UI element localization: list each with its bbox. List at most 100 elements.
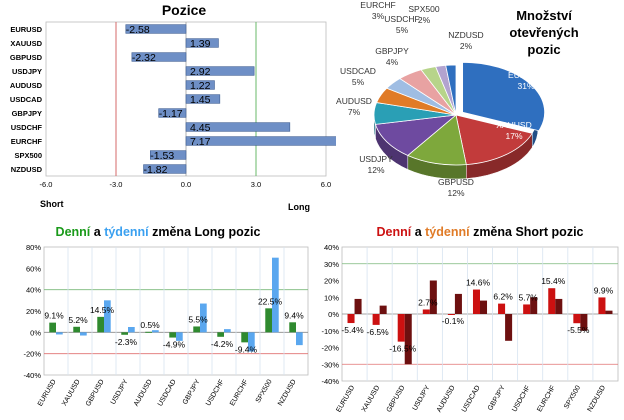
position-bar [185, 122, 291, 132]
y-tick-label: 0% [30, 328, 41, 337]
y-tick-label: 30% [324, 260, 339, 269]
position-bar [185, 136, 336, 146]
value-label: 15.4% [541, 276, 566, 286]
daily-change-bar [447, 314, 455, 315]
daily-change-bar [217, 332, 224, 337]
position-bar [185, 80, 215, 90]
value-label: -2.3% [115, 337, 138, 347]
daily-change-bar [523, 304, 531, 314]
position-bar [185, 66, 255, 76]
category-label: GBPJPY [12, 109, 42, 118]
title-and-word: a [411, 225, 425, 239]
category-label: XAUUSD [10, 39, 42, 48]
position-bar [150, 150, 187, 160]
short-change-chart: Denní a týdenní změna Short pozic 40% 30%… [321, 225, 619, 414]
value-label: -2.32 [132, 52, 156, 64]
pie-slice [374, 114, 458, 156]
category-label: GBPUSD [386, 385, 407, 414]
category-label: AUDUSD [436, 385, 457, 414]
title-and-word: a [90, 225, 104, 239]
slice-name: USDJPY [359, 154, 393, 164]
weekly-change-bar [128, 327, 135, 333]
y-tick-label: 0% [328, 310, 339, 319]
category-label: USDJPY [412, 384, 432, 412]
value-label: -6.5% [367, 327, 390, 337]
value-label: -0.1% [442, 316, 465, 326]
pie-title-line-2: otevřených [509, 25, 578, 40]
position-bar [185, 38, 219, 48]
y-tick-label: 40% [324, 243, 339, 252]
weekly-change-bar [480, 300, 488, 314]
positions-chart-title: Pozice [162, 2, 207, 18]
value-label: 9.1% [44, 311, 64, 321]
category-label: GBPUSD [85, 379, 106, 408]
position-bar [185, 94, 221, 104]
slice-name: EURUSD [508, 70, 544, 80]
value-label: 9.9% [594, 285, 614, 295]
slice-percent: 5% [396, 25, 409, 35]
weekly-change-bar [152, 330, 159, 333]
weekly-change-bar [200, 303, 207, 333]
category-label: SPX500 [14, 151, 42, 160]
category-label: NZDUSD [11, 165, 43, 174]
title-rest: změna Short pozic [470, 225, 584, 239]
position-bar [125, 24, 187, 34]
value-label: -1.53 [150, 150, 174, 162]
y-tick-label: -10% [321, 327, 339, 336]
slice-name: NZDUSD [448, 30, 483, 40]
slice-percent: 5% [352, 77, 365, 87]
weekly-change-bar [354, 298, 362, 314]
value-label: -1.82 [144, 164, 168, 176]
pie-title-line-1: Množství [516, 8, 572, 23]
value-label: 6.2% [493, 292, 513, 302]
category-label: EURUSD [10, 25, 42, 34]
slice-percent: 31% [517, 81, 534, 91]
category-label: SPX500 [255, 378, 274, 404]
category-label: EURCHF [11, 137, 43, 146]
title-rest: změna Long pozic [149, 225, 261, 239]
x-tick-label: -6.0 [40, 180, 53, 189]
daily-change-bar [422, 309, 430, 314]
category-label: NZDUSD [587, 385, 608, 414]
category-label: USDCAD [461, 385, 482, 414]
value-label: 0.5% [140, 320, 160, 330]
daily-change-bar [73, 326, 80, 333]
daily-change-bar [397, 314, 405, 342]
long-change-chart: Denní a týdenní změna Long pozic 80% 60% 4… [23, 225, 309, 408]
value-label: -5.5% [567, 325, 590, 335]
weekly-change-bar [580, 314, 588, 331]
y-tick-label: 10% [324, 293, 339, 302]
weekly-change-bar [80, 332, 87, 336]
title-daily-word: Denní [377, 225, 412, 239]
weekly-change-bar [404, 314, 412, 365]
category-label: AUDUSD [133, 379, 154, 408]
y-tick-label: -40% [321, 377, 339, 386]
daily-change-bar [598, 297, 606, 314]
daily-change-bar [49, 322, 56, 333]
weekly-change-bar [555, 298, 563, 314]
value-label: 5.2% [68, 315, 88, 325]
long-chart-title: Denní a týdenní změna Long pozic [56, 225, 261, 239]
daily-change-bar [265, 308, 272, 333]
pie-slice [462, 61, 545, 132]
value-label: 1.45 [190, 94, 211, 106]
y-tick-label: -40% [23, 371, 41, 380]
daily-change-bar [498, 303, 506, 314]
value-label: -4.2% [211, 339, 234, 349]
category-label: EURCHF [229, 379, 250, 408]
daily-change-bar [121, 332, 128, 335]
category-label: NZDUSD [277, 379, 298, 408]
value-label: -16.5% [389, 344, 416, 354]
slice-percent: 12% [367, 165, 384, 175]
slice-percent: 17% [505, 131, 522, 141]
value-label: 5.7% [518, 292, 538, 302]
daily-change-bar [241, 332, 248, 343]
daily-change-bar [169, 332, 176, 338]
title-weekly-word: týdenní [104, 225, 149, 239]
x-tick-label: -3.0 [110, 180, 123, 189]
